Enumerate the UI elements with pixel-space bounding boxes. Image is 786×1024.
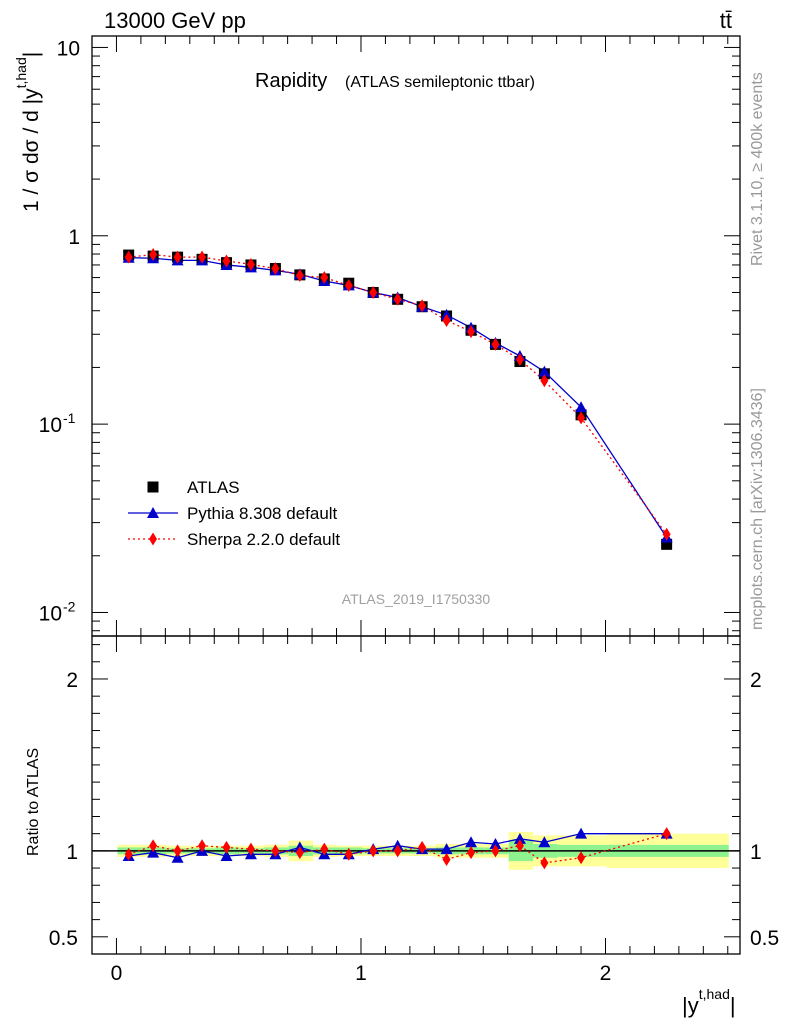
xlabel: |yt,had|	[682, 986, 736, 1018]
main-ylabel: 1 / σ dσ / d |yt,had|	[13, 52, 43, 212]
data-point-diamond	[491, 337, 500, 351]
ratio-plot-frame	[91, 635, 741, 955]
svg-text:|yt,had|: |yt,had|	[682, 986, 736, 1018]
legend-label: Sherpa 2.2.0 default	[187, 530, 340, 549]
ratio-point-diamond	[662, 827, 671, 841]
ratio-line-0	[128, 833, 667, 859]
ratio-y-tick-label: 1	[66, 841, 78, 864]
data-point-diamond	[344, 278, 353, 292]
data-point-square	[661, 538, 673, 550]
mcplots-label: mcplots.cern.ch [arXiv:1306.3436]	[749, 388, 766, 630]
legend-marker-diamond	[149, 532, 157, 546]
ratio-point-diamond	[246, 842, 255, 856]
data-point-diamond	[124, 250, 133, 264]
ratio-point-diamond	[418, 840, 427, 854]
ratio-point-triangle	[220, 850, 233, 862]
ratio-point-diamond	[344, 847, 353, 861]
analysis-tag: ATLAS_2019_I1750330	[342, 591, 491, 607]
data-point-diamond	[393, 292, 402, 306]
data-point-diamond	[271, 262, 280, 276]
ratio-point-diamond	[320, 842, 329, 856]
data-point-diamond	[222, 254, 231, 268]
ratio-ylabel: Ratio to ATLAS	[25, 748, 42, 856]
data-point-diamond	[149, 248, 158, 262]
ratio-y-tick-label-right: 0.5	[750, 927, 779, 950]
ratio-point-triangle	[538, 836, 551, 848]
data-point-diamond	[320, 271, 329, 285]
y-tick-exponent: -1	[63, 410, 76, 426]
ratio-point-diamond	[173, 844, 182, 858]
legend-marker-square	[147, 481, 159, 493]
chart-subtitle: (ATLAS semileptonic ttbar)	[345, 74, 535, 91]
ratio-point-triangle	[465, 836, 478, 848]
data-point-triangle	[538, 365, 551, 377]
data-point-diamond	[577, 411, 586, 425]
rivet-version-label: Rivet 3.1.10, ≥ 400k events	[749, 72, 766, 266]
ratio-point-triangle	[489, 837, 502, 849]
ratio-point-triangle	[575, 827, 588, 839]
ratio-point-diamond	[540, 856, 549, 870]
data-point-triangle	[575, 401, 588, 413]
ratio-line-1	[128, 833, 667, 864]
ratio-point-diamond	[369, 844, 378, 858]
ratio-point-diamond	[222, 840, 231, 854]
legend-marker-triangle	[147, 507, 159, 518]
svg-text:1 / σ dσ / d |yt,had|: 1 / σ dσ / d |yt,had|	[13, 52, 43, 212]
x-tick-label: 0	[111, 962, 123, 985]
y-tick-exponent: -2	[63, 598, 76, 614]
y-tick-label: 1	[68, 226, 80, 249]
ratio-point-diamond	[491, 844, 500, 858]
y-tick-label: 10	[39, 602, 62, 625]
ratio-point-diamond	[149, 839, 158, 853]
ratio-point-diamond	[577, 851, 586, 865]
y-tick-label: 10	[57, 37, 80, 60]
data-point-diamond	[662, 527, 671, 541]
ratio-y-tick-label: 0.5	[49, 927, 78, 950]
x-tick-label: 1	[355, 962, 367, 985]
legend-label: ATLAS	[187, 478, 240, 497]
ratio-point-diamond	[393, 844, 402, 858]
data-point-diamond	[369, 285, 378, 299]
ratio-point-diamond	[515, 839, 524, 853]
y-tick-label: 10	[39, 414, 62, 437]
ratio-point-diamond	[467, 846, 476, 860]
x-tick-label: 2	[600, 962, 612, 985]
data-point-diamond	[515, 353, 524, 367]
ratio-y-tick-label: 2	[66, 669, 78, 692]
ratio-point-diamond	[198, 839, 207, 853]
data-point-diamond	[540, 374, 549, 388]
ratio-point-triangle	[440, 843, 453, 855]
data-point-diamond	[467, 325, 476, 339]
ratio-point-diamond	[271, 844, 280, 858]
process-label: tt̄	[720, 8, 732, 33]
ratio-y-tick-label-right: 2	[750, 669, 762, 692]
data-point-diamond	[173, 250, 182, 264]
ratio-point-diamond	[124, 847, 133, 861]
data-point-diamond	[295, 269, 304, 283]
data-point-diamond	[198, 250, 207, 264]
data-point-diamond	[246, 257, 255, 271]
ratio-y-tick-label-right: 1	[750, 841, 762, 864]
data-point-diamond	[442, 313, 451, 327]
legend-label: Pythia 8.308 default	[187, 504, 338, 523]
data-point-diamond	[418, 299, 427, 313]
ratio-point-diamond	[442, 852, 451, 866]
ratio-point-diamond	[295, 846, 304, 860]
chart-title: Rapidity	[255, 70, 327, 92]
energy-label: 13000 GeV pp	[104, 8, 246, 33]
ratio-point-triangle	[513, 832, 526, 844]
